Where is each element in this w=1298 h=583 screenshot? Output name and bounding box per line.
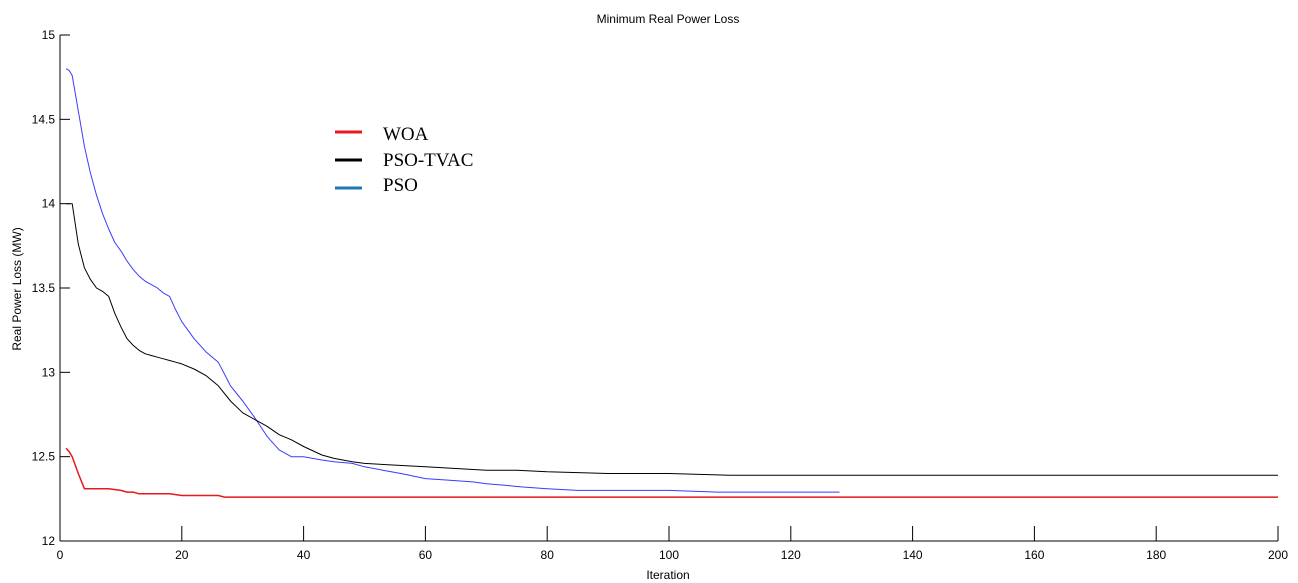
x-tick-label: 180 — [1146, 548, 1166, 562]
series-line-woa — [65, 447, 1278, 498]
x-tick-label: 20 — [175, 548, 189, 562]
legend-label-pso: PSO — [383, 175, 418, 196]
x-ticks: 0 20 40 60 80 100 120 140 160 180 200 — [57, 526, 1288, 562]
y-tick-label: 13.5 — [32, 281, 56, 295]
chart-title: Minimum Real Power Loss — [597, 12, 740, 26]
x-tick-label: 160 — [1024, 548, 1044, 562]
x-axis-title: Iteration — [646, 568, 689, 582]
x-tick-label: 100 — [659, 548, 679, 562]
y-tick-label: 13 — [42, 365, 56, 379]
y-tick-label: 14.5 — [32, 112, 56, 126]
series-lines — [65, 68, 1278, 498]
x-tick-label: 40 — [297, 548, 311, 562]
y-ticks: 12 12.5 13 13.5 14 14.5 15 — [32, 28, 70, 548]
y-axis-title: Real Power Loss (MW) — [10, 227, 24, 350]
x-tick-label: 120 — [781, 548, 801, 562]
legend-label-woa: WOA — [383, 124, 429, 145]
series-line-pso-tvac — [66, 203, 1278, 476]
x-tick-label: 60 — [419, 548, 433, 562]
legend-label-pso-tvac: PSO-TVAC — [383, 150, 473, 171]
y-tick-label: 12 — [42, 534, 56, 548]
series-line-pso — [65, 68, 840, 493]
legend: WOA PSO-TVAC PSO — [335, 124, 473, 196]
x-tick-label: 140 — [903, 548, 923, 562]
x-tick-label: 0 — [57, 548, 64, 562]
y-tick-label: 15 — [42, 28, 56, 42]
x-tick-label: 200 — [1268, 548, 1288, 562]
x-tick-label: 80 — [541, 548, 555, 562]
plot-area: 12 12.5 13 13.5 14 14.5 15 0 20 40 60 80 100 120 140 1… — [32, 28, 1289, 562]
y-tick-label: 12.5 — [32, 450, 56, 464]
y-tick-label: 14 — [42, 197, 56, 211]
